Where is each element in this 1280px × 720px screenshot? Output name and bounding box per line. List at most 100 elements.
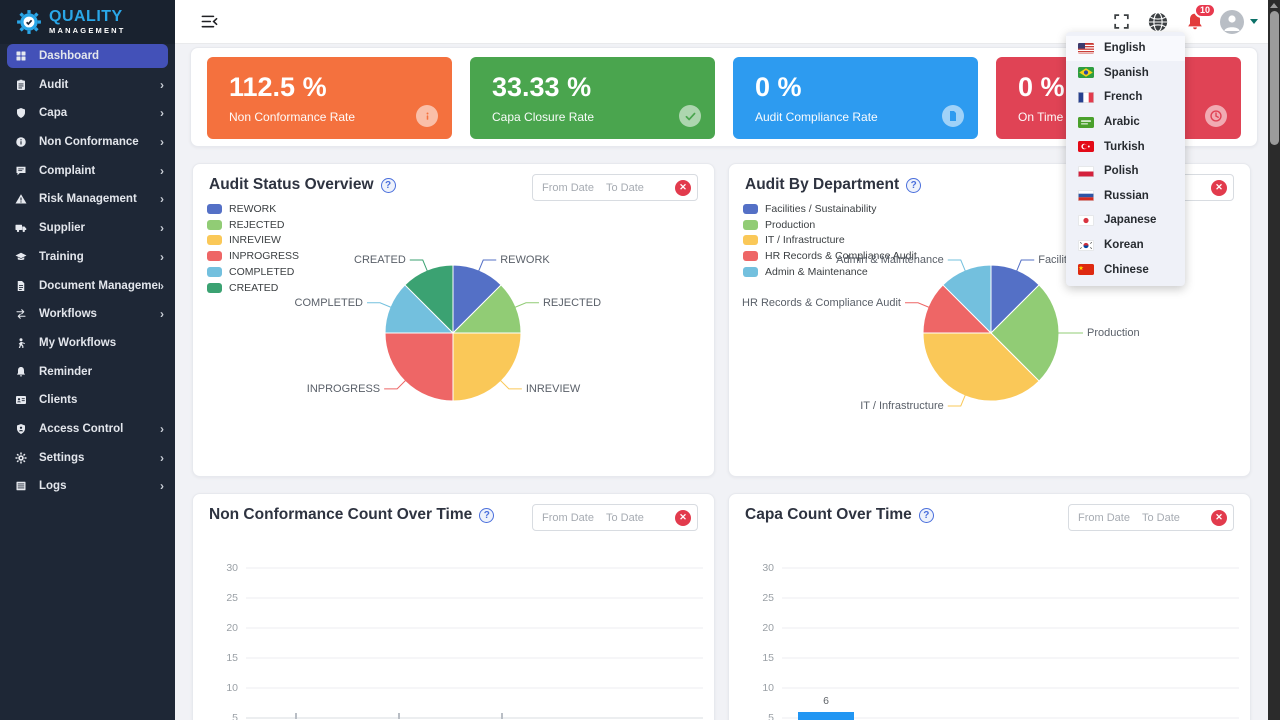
- kpi-card-audit-compliance-rate: 0 % Audit Compliance Rate: [733, 57, 978, 139]
- language-option-label: Polish: [1104, 165, 1139, 178]
- to-date-input[interactable]: To Date: [605, 181, 644, 194]
- legend-item-rejected[interactable]: REJECTED: [207, 217, 299, 233]
- sidebar-item-reminder[interactable]: Reminder: [7, 360, 168, 384]
- sidebar-item-label: Non Conformance: [39, 136, 139, 149]
- sidebar-item-training[interactable]: Training ›: [7, 245, 168, 269]
- language-option-label: Arabic: [1104, 116, 1140, 129]
- language-option-korean[interactable]: Korean: [1066, 233, 1185, 258]
- info-icon: [15, 136, 28, 148]
- sidebar-item-access-control[interactable]: Access Control ›: [7, 417, 168, 441]
- fullscreen-button[interactable]: [1109, 10, 1133, 34]
- language-option-polish[interactable]: Polish: [1066, 159, 1185, 184]
- chevron-right-icon: ›: [160, 192, 164, 207]
- legend-item-created[interactable]: CREATED: [207, 280, 299, 296]
- help-icon[interactable]: ?: [906, 177, 922, 193]
- file-icon: [942, 105, 964, 127]
- truck-icon: [15, 222, 28, 234]
- sidebar-item-my-workflows[interactable]: My Workflows: [7, 331, 168, 355]
- bar-value-label: 6: [823, 695, 829, 707]
- sidebar-collapse-button[interactable]: [200, 12, 219, 31]
- audit-status-pie-chart: REWORK REJECTED INREVIEW INPROGRESS COMPLETE…: [295, 254, 601, 402]
- date-range-filter[interactable]: From Date To Date ✕: [532, 504, 698, 531]
- sidebar-item-dashboard[interactable]: Dashboard: [7, 44, 168, 68]
- user-menu[interactable]: [1220, 9, 1258, 34]
- sidebar-item-complaint[interactable]: Complaint ›: [7, 159, 168, 183]
- language-option-japanese[interactable]: Japanese: [1066, 208, 1185, 233]
- person-icon: [15, 337, 28, 349]
- audit-icon: [15, 79, 28, 91]
- from-date-input[interactable]: From Date: [542, 181, 594, 194]
- legend-item-inreview[interactable]: INREVIEW: [207, 233, 299, 249]
- pie-slice-inreview[interactable]: [452, 332, 522, 402]
- pie-slice-inprogress[interactable]: [384, 332, 454, 402]
- us-flag-icon: [1078, 42, 1094, 54]
- y-axis-tick-label: 10: [762, 682, 774, 694]
- from-date-input[interactable]: From Date: [542, 511, 594, 524]
- legend-item-hr-records-compliance-audit[interactable]: HR Records & Compliance Audit: [743, 248, 917, 264]
- pie-label-line: [498, 378, 522, 390]
- pie-label: Production: [1087, 327, 1140, 339]
- clear-filter-button[interactable]: ✕: [675, 509, 691, 526]
- scrollbar-thumb[interactable]: [1269, 11, 1279, 145]
- legend-swatch: [207, 282, 222, 293]
- idcard-icon: [15, 394, 28, 406]
- language-option-russian[interactable]: Russian: [1066, 184, 1185, 209]
- language-option-english[interactable]: English: [1066, 36, 1185, 61]
- date-range-filter[interactable]: From Date To Date ✕: [1068, 504, 1234, 531]
- y-axis-tick-label: 20: [226, 622, 238, 634]
- legend-item-facilities-sustainability[interactable]: Facilities / Sustainability: [743, 201, 917, 217]
- language-option-french[interactable]: French: [1066, 85, 1185, 110]
- y-axis-tick-label: 25: [226, 592, 238, 604]
- legend-label: Admin & Maintenance: [765, 266, 868, 279]
- clear-filter-button[interactable]: ✕: [675, 179, 691, 196]
- y-axis-tick-label: 25: [762, 592, 774, 604]
- legend-item-it-infrastructure[interactable]: IT / Infrastructure: [743, 233, 917, 249]
- sidebar-item-supplier[interactable]: Supplier ›: [7, 216, 168, 240]
- pie-label-line: [947, 393, 967, 407]
- notifications-button[interactable]: 10: [1183, 2, 1217, 34]
- scrollbar[interactable]: [1268, 0, 1280, 720]
- to-date-input[interactable]: To Date: [1141, 511, 1180, 524]
- chevron-right-icon: ›: [160, 163, 164, 178]
- date-range-filter[interactable]: From Date To Date ✕: [532, 174, 698, 201]
- legend-item-rework[interactable]: REWORK: [207, 201, 299, 217]
- legend-item-production[interactable]: Production: [743, 217, 917, 233]
- sidebar-item-logs[interactable]: Logs ›: [7, 474, 168, 498]
- to-date-input[interactable]: To Date: [605, 511, 644, 524]
- sidebar-item-settings[interactable]: Settings ›: [7, 446, 168, 470]
- scrollbar-up-arrow-icon[interactable]: [1270, 3, 1278, 8]
- check-icon: [679, 105, 701, 127]
- capa-count-bar-chart: 30 25 20 15 10 5 6: [762, 562, 1239, 720]
- clear-filter-button[interactable]: ✕: [1211, 179, 1227, 196]
- language-option-label: Spanish: [1104, 66, 1149, 79]
- chart-legend: REWORK REJECTED INREVIEW INPROGRESS COMPLETE…: [207, 201, 299, 296]
- language-option-chinese[interactable]: Chinese: [1066, 257, 1185, 282]
- help-icon[interactable]: ?: [479, 507, 495, 523]
- sidebar-item-workflows[interactable]: Workflows ›: [7, 302, 168, 326]
- chevron-down-icon: [1250, 19, 1258, 24]
- sidebar-item-clients[interactable]: Clients: [7, 388, 168, 412]
- language-option-spanish[interactable]: Spanish: [1066, 61, 1185, 86]
- kpi-label: Capa Closure Rate: [492, 109, 595, 124]
- legend-item-admin-maintenance[interactable]: Admin & Maintenance: [743, 264, 917, 280]
- sidebar-item-non-conformance[interactable]: Non Conformance ›: [7, 130, 168, 154]
- legend-swatch: [207, 203, 222, 214]
- bar[interactable]: [798, 712, 854, 720]
- legend-item-inprogress[interactable]: INPROGRESS: [207, 248, 299, 264]
- clear-filter-button[interactable]: ✕: [1211, 509, 1227, 526]
- sidebar-item-audit[interactable]: Audit ›: [7, 73, 168, 97]
- y-axis-tick-label: 30: [762, 562, 774, 574]
- sidebar-item-risk-management[interactable]: Risk Management ›: [7, 187, 168, 211]
- pie-label: REJECTED: [543, 297, 601, 309]
- sidebar-item-capa[interactable]: Capa ›: [7, 101, 168, 125]
- help-icon[interactable]: ?: [380, 177, 396, 193]
- chevron-right-icon: ›: [160, 249, 164, 264]
- pl-flag-icon: [1078, 165, 1094, 177]
- help-icon[interactable]: ?: [918, 507, 934, 523]
- sidebar-item-document-management[interactable]: Document Management ›: [7, 274, 168, 298]
- legend-item-completed[interactable]: COMPLETED: [207, 264, 299, 280]
- language-option-arabic[interactable]: Arabic: [1066, 110, 1185, 135]
- language-globe-button[interactable]: [1146, 10, 1170, 34]
- from-date-input[interactable]: From Date: [1078, 511, 1130, 524]
- language-option-turkish[interactable]: Turkish: [1066, 134, 1185, 159]
